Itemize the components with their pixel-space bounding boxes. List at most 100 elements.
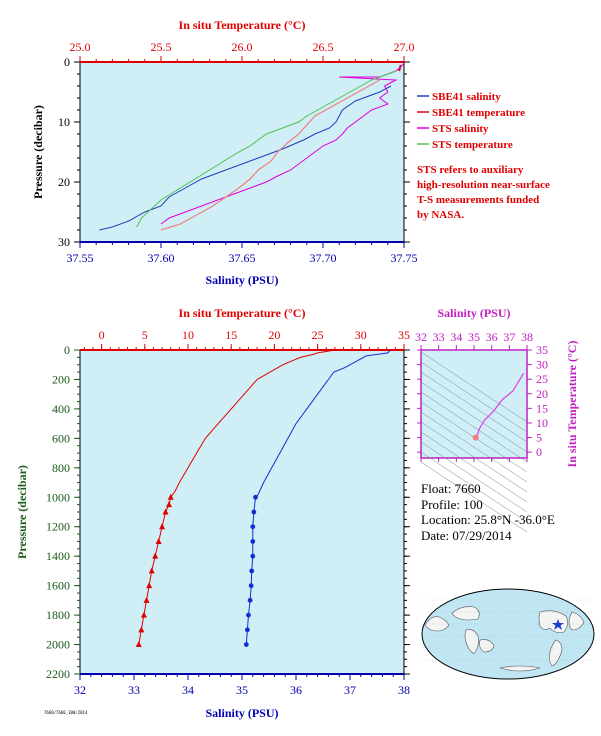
temperature-marker: [162, 508, 169, 515]
temperature-marker: [135, 641, 142, 648]
main-chart-top-tick-label: 0: [99, 328, 105, 342]
main-chart-bottom-tick-label: 36: [290, 683, 302, 697]
legend-label: STS salinity: [432, 123, 489, 135]
main-chart-y-axis-title: Pressure (decibar): [15, 465, 29, 559]
ts-density-contour: [420, 461, 528, 533]
world-map-landmass: [424, 616, 450, 632]
ts-density-contour: [420, 381, 528, 453]
main-chart-top-tick-label: 30: [355, 328, 367, 342]
salinity-marker: [251, 509, 257, 515]
main-chart-series-line-1: [245, 349, 391, 645]
temperature-marker: [140, 611, 147, 618]
ts-top-tick-label: 33: [433, 330, 445, 344]
main-chart-left-tick-label: 1200: [46, 520, 70, 534]
legend-note-line-1: STS refers to auxiliary: [417, 164, 524, 176]
footer-id: 7660/7660_100/2014: [44, 710, 88, 715]
ts-inset-plot-area: [420, 349, 528, 459]
ts-density-contour: [420, 441, 528, 513]
salinity-marker: [250, 539, 256, 544]
main-chart-top-axis-title: In situ Temperature (°C): [179, 306, 306, 320]
world-map-ocean: [421, 588, 595, 680]
ts-right-tick-label: 0: [536, 445, 542, 459]
ts-deep-cluster-marker: [472, 434, 479, 441]
ts-density-contour: [420, 361, 528, 433]
legend-label: STS temperature: [432, 139, 513, 151]
temperature-marker: [138, 626, 145, 633]
top-chart-top-tick-label: 26.0: [232, 40, 253, 54]
ts-top-tick-label: 36: [486, 330, 498, 344]
salinity-marker: [247, 597, 253, 603]
world-map-landmass: [568, 611, 585, 631]
ts-top-axis-title: Salinity (PSU): [437, 306, 510, 320]
world-map-landmass: [451, 606, 480, 621]
main-chart-left-tick-label: 1000: [46, 490, 70, 504]
top-chart-top-tick-label: 25.5: [151, 40, 172, 54]
top-chart-bottom-tick-label: 37.55: [67, 251, 94, 265]
world-map-landmass: [549, 639, 563, 667]
ts-top-tick-label: 32: [415, 330, 427, 344]
ts-top-tick-label: 34: [450, 330, 462, 344]
ts-top-tick-label: 38: [521, 330, 533, 344]
date: Date: 07/29/2014: [421, 527, 512, 543]
top-chart-left-tick-label: 20: [58, 175, 70, 189]
legend-label: SBE41 salinity: [432, 91, 501, 103]
temperature-marker: [146, 582, 153, 589]
profile-number: Profile: 100: [421, 496, 483, 512]
world-map-landmass: [479, 639, 495, 653]
ts-density-contour: [420, 421, 528, 493]
top-chart-bottom-tick-label: 37.70: [310, 251, 337, 265]
top-chart-temperature-profile-line: [160, 79, 380, 231]
ts-top-tick-label: 37: [503, 330, 515, 344]
main-chart-left-tick-label: 1400: [46, 549, 70, 563]
main-chart-bottom-axis-title: Salinity (PSU): [205, 706, 278, 720]
main-chart-left-tick-label: 0: [64, 343, 70, 357]
top-chart-top-tick-label: 27.0: [394, 40, 415, 54]
main-chart-left-tick-label: 1800: [46, 608, 70, 622]
ts-density-contour: [420, 431, 528, 503]
salinity-marker: [249, 568, 255, 574]
salinity-marker: [248, 583, 254, 589]
legend-note-line-2: high-resolution near-surface: [417, 179, 550, 191]
temperature-marker: [152, 552, 159, 559]
top-chart-series-line-3: [136, 70, 397, 228]
main-chart-top-tick-label: 5: [142, 328, 148, 342]
top-chart-top-axis-title: In situ Temperature (°C): [179, 18, 306, 32]
main-chart-series-line-0: [138, 349, 335, 645]
top-chart-top-tick-label: 25.0: [70, 40, 91, 54]
main-chart-left-tick-label: 2000: [46, 638, 70, 652]
top-chart-left-tick-label: 30: [58, 235, 70, 249]
main-chart-top-tick-label: 35: [398, 328, 410, 342]
main-chart-bottom-tick-label: 35: [236, 683, 248, 697]
top-chart-bottom-axis-title: Salinity (PSU): [205, 273, 278, 287]
top-chart-left-tick-label: 0: [64, 55, 70, 69]
ts-right-tick-label: 10: [536, 416, 548, 430]
temperature-marker: [148, 567, 155, 574]
temperature-marker: [155, 537, 162, 544]
main-chart-left-tick-label: 2200: [46, 667, 70, 681]
legend-note-line-4: by NASA.: [417, 209, 465, 221]
float-info: Float: 7660 Profile: 100 Location: 25.8°…: [421, 481, 555, 543]
main-chart-bottom-tick-label: 34: [182, 683, 194, 697]
ts-right-tick-label: 15: [536, 401, 548, 415]
legend-label: SBE41 temperature: [432, 107, 525, 119]
legend-note-line-3: T-S measurements funded: [417, 194, 540, 206]
world-map-landmass: [499, 665, 541, 672]
top-chart-y-axis-title: Pressure (decibar): [31, 105, 45, 199]
main-chart-bottom-tick-label: 33: [128, 683, 140, 697]
main-chart-bottom-tick-label: 37: [344, 683, 356, 697]
salinity-marker: [250, 524, 256, 530]
main-chart-left-tick-label: 800: [52, 461, 70, 475]
top-chart-top-tick-label: 26.5: [313, 40, 334, 54]
top-chart-series-line-2: [160, 62, 405, 225]
ts-right-tick-label: 30: [536, 358, 548, 372]
ts-right-tick-label: 25: [536, 372, 548, 386]
main-chart-left-tick-label: 600: [52, 431, 70, 445]
ts-right-axis-title: In situ Temperature (°C): [565, 341, 579, 468]
main-chart-left-tick-label: 200: [52, 372, 70, 386]
float-location-star-icon: [552, 619, 564, 630]
ts-density-contour: [420, 451, 528, 523]
ts-density-contour: [420, 351, 528, 423]
ts-density-contour: [420, 411, 528, 483]
temperature-marker: [165, 501, 172, 508]
